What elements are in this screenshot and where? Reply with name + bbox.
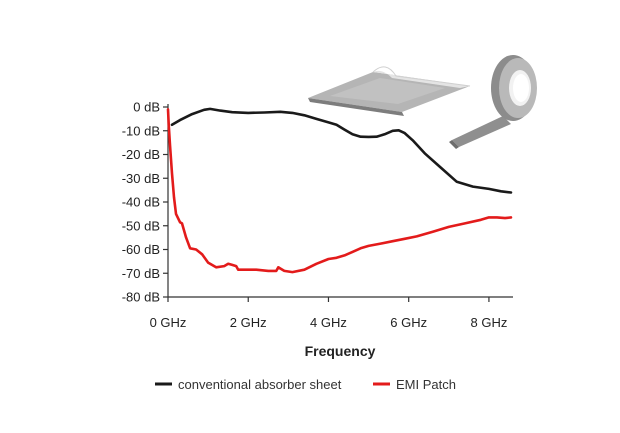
y-tick-label: -80 dB (122, 290, 160, 305)
x-tick-label: 2 GHz (230, 315, 267, 330)
x-tick-label: 8 GHz (471, 315, 508, 330)
y-tick-label: -30 dB (122, 171, 160, 186)
y-tick-label: 0 dB (133, 100, 160, 115)
x-tick-label: 0 GHz (150, 315, 187, 330)
x-tick-label: 6 GHz (390, 315, 427, 330)
series-line-emi-patch (166, 108, 513, 274)
legend: conventional absorber sheet EMI Patch (155, 377, 456, 392)
tape-roll-icon (449, 55, 537, 149)
series-line-conventional-absorber-sheet (170, 107, 513, 194)
x-axis-title: Frequency (305, 343, 376, 359)
absorber-sheet-icon (308, 66, 471, 116)
y-tick-label: -60 dB (122, 242, 160, 257)
legend-label-emi-patch: EMI Patch (396, 377, 456, 392)
y-tick-label: -70 dB (122, 266, 160, 281)
legend-label-conventional: conventional absorber sheet (178, 377, 342, 392)
y-tick-label: -10 dB (122, 123, 160, 138)
y-tick-label: -40 dB (122, 195, 160, 210)
y-tick-label: -20 dB (122, 147, 160, 162)
y-tick-label: -50 dB (122, 218, 160, 233)
x-tick-label: 4 GHz (310, 315, 347, 330)
